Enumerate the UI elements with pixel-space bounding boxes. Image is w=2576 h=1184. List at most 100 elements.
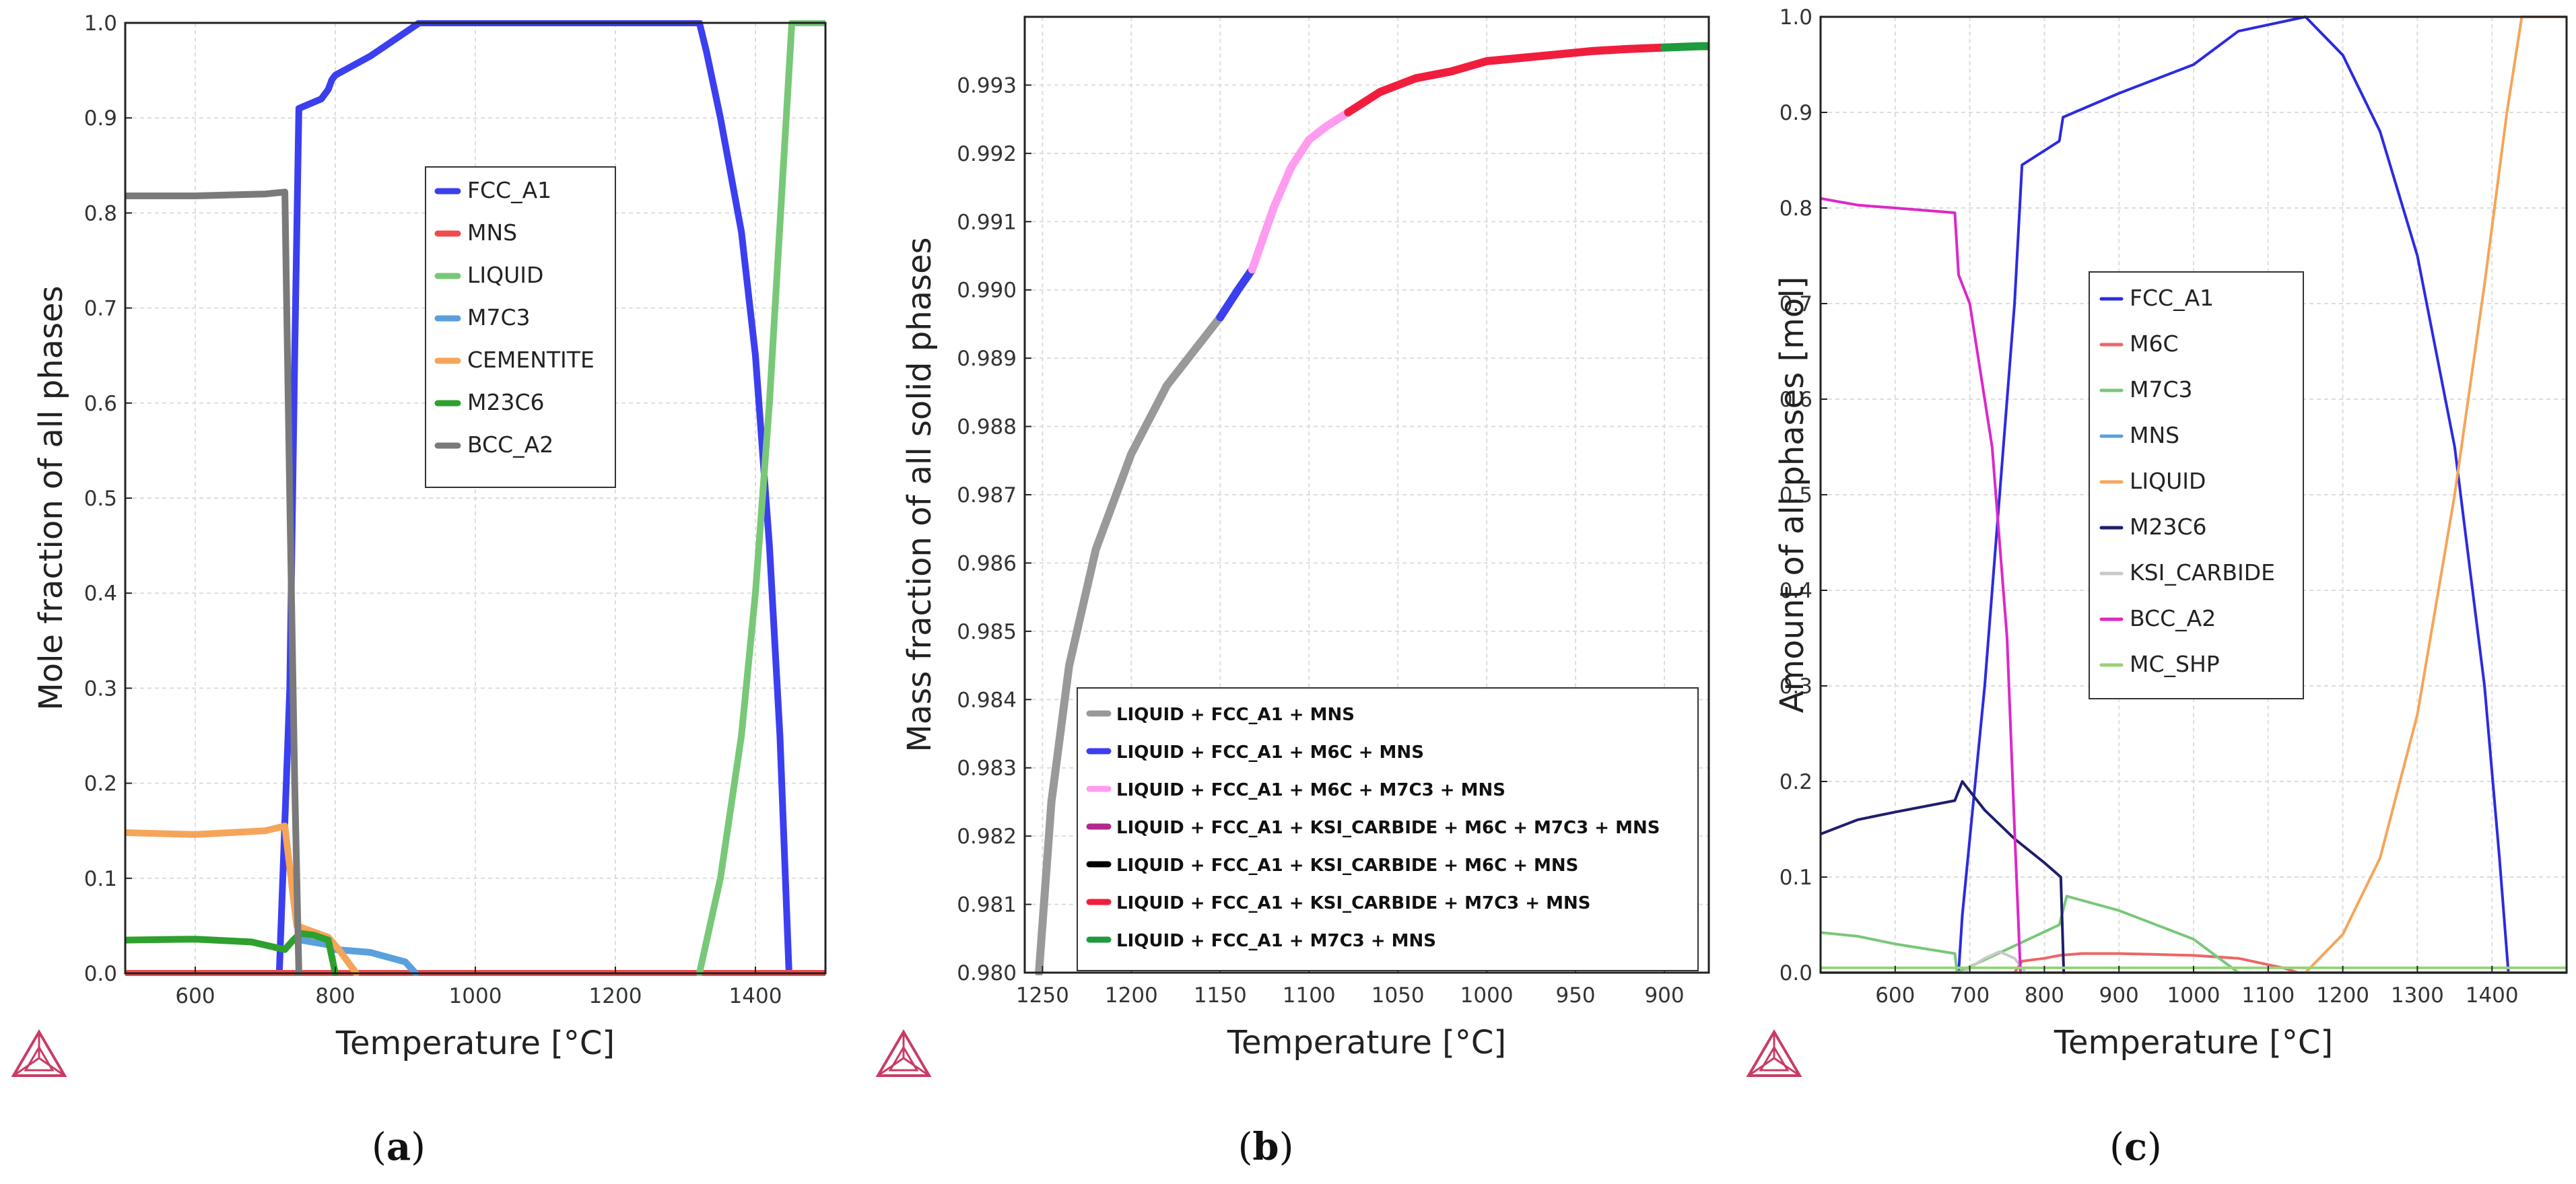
y-tick-label: 0.9 [1780, 101, 1812, 125]
series-line-m23c6 [1821, 780, 2066, 974]
triangle-logo-icon [11, 1029, 67, 1077]
y-tick-label: 0.0 [84, 962, 117, 986]
chart-a: 600 800 1000 1200 1400 0.0 0.1 0.2 0.3 0.4 0.5 0.6 0… [32, 11, 827, 1062]
y-tick-label: 0.4 [84, 582, 117, 606]
x-tick-label: 1000 [1460, 983, 1514, 1008]
series-line-bcc-a2 [125, 188, 302, 976]
legend-entry: KSI_CARBIDE [2130, 559, 2275, 586]
series-line-fcc-a1 [1957, 15, 2510, 974]
x-tick-label: 1250 [1016, 983, 1069, 1008]
logo-triangle-outer [875, 1029, 932, 1077]
y-tick-label: 0.981 [957, 893, 1017, 917]
y-tick-label: 0.980 [957, 961, 1017, 985]
x-tick-label: 1100 [1283, 983, 1336, 1008]
legend-box [425, 166, 616, 488]
logo-triangle-inner [1759, 1045, 1790, 1072]
logo-line [903, 1057, 930, 1077]
y-tick-label: 0.4 [1780, 579, 1812, 603]
y-tick-label: 0.993 [957, 73, 1017, 98]
x-tick-label: 1400 [729, 984, 782, 1008]
x-tick-label: 900 [2099, 983, 2139, 1008]
logo-triangle-inner [888, 1045, 919, 1072]
legend-entry: LIQUID + FCC_A1 + M7C3 + MNS [1116, 931, 1436, 951]
y-tick-label: 0.987 [957, 483, 1017, 508]
y-tick-label: 0.6 [84, 392, 117, 416]
series-line-m6c [2013, 952, 2300, 974]
y-tick-label: 1.0 [1780, 5, 1812, 30]
legend-entry: M23C6 [467, 389, 545, 415]
y-tick-label: 0.5 [1780, 483, 1812, 508]
y-tick-label: 0.2 [1780, 770, 1812, 794]
x-tick-label: 950 [1555, 983, 1595, 1008]
legend-entry: CEMENTITE [467, 347, 595, 373]
logo-line [13, 1057, 40, 1077]
legend-entry: MC_SHP [2130, 651, 2220, 677]
x-axis-title: Temperature [°C] [2054, 1024, 2333, 1061]
y-tick-label: 0.0 [1780, 961, 1812, 985]
y-tick-label: 0.1 [84, 867, 117, 891]
series-line-liquid-fcc-a1-m7c3-mns [1660, 42, 1709, 52]
x-tick-label: 1000 [449, 984, 502, 1008]
y-tick-label: 0.991 [957, 210, 1017, 234]
series-line-m7c3 [297, 936, 419, 976]
legend-entry: M6C [2130, 330, 2179, 357]
legend-entry: LIQUID + FCC_A1 + KSI_CARBIDE + M7C3 + M… [1116, 893, 1591, 913]
caption-a: (a) [372, 1125, 426, 1169]
series-line-fcc-a1 [125, 20, 792, 976]
triangle-logo-icon [875, 1029, 932, 1077]
legend-entry: LIQUID [467, 262, 543, 288]
legend-entry: LIQUID + FCC_A1 + MNS [1116, 705, 1355, 725]
logo-triangle-outer [11, 1029, 67, 1077]
x-tick-label: 1400 [2466, 983, 2519, 1008]
legend-entry: M23C6 [2130, 514, 2207, 540]
x-axis-title: Temperature [°C] [1227, 1024, 1506, 1061]
y-tick-label: 0.3 [84, 676, 117, 701]
y-tick-label: 0.982 [957, 825, 1017, 849]
y-tick-label: 0.984 [957, 688, 1017, 712]
x-tick-label: 1200 [589, 984, 642, 1008]
chart-b: 1250 1200 1150 1100 1050 1000 950 900 0.980 0.981… [901, 15, 1710, 1061]
legend-entry: BCC_A2 [2130, 605, 2216, 631]
logo-line [1748, 1057, 1775, 1077]
legend-entry: MNS [467, 219, 517, 246]
y-tick-label: 0.8 [1780, 197, 1812, 221]
y-tick-label: 0.992 [957, 142, 1017, 166]
legend-entry: BCC_A2 [467, 431, 553, 458]
x-tick-label: 1150 [1194, 983, 1247, 1008]
y-axis-title: Mass fraction of all solid phases [901, 237, 939, 752]
x-tick-label: 600 [1875, 983, 1915, 1008]
y-axis-title: Amount of all phases [mol] [1773, 277, 1811, 713]
logo-triangle-outer [1746, 1029, 1802, 1077]
caption-b: (b) [1238, 1125, 1294, 1169]
legend-box [1077, 687, 1699, 971]
legend-box [2089, 271, 2304, 699]
series-line-cementite [125, 823, 360, 976]
series-line-liquid-fcc-a1-m6c-mns [1216, 265, 1256, 322]
legend-entry: MNS [2130, 422, 2179, 448]
y-tick-label: 0.2 [84, 772, 117, 796]
series-line-liquid [2304, 15, 2567, 974]
y-tick-label: 0.1 [1780, 866, 1812, 890]
x-tick-label: 600 [175, 984, 215, 1008]
series-line-liquid-fcc-a1-mns [1035, 313, 1225, 975]
logo-line [1773, 1057, 1800, 1077]
y-tick-label: 0.3 [1780, 674, 1812, 699]
x-tick-label: 800 [2025, 983, 2064, 1008]
legend-entry: FCC_A1 [467, 177, 551, 203]
y-axis-title: Mole fraction of all phases [32, 285, 70, 710]
legend: FCC_A1 MNS LIQUID M7C3 CEMENTITE M23C6 BCC_A2 [425, 166, 616, 488]
x-tick-label: 1300 [2391, 983, 2444, 1008]
y-tick-label: 0.983 [957, 757, 1017, 781]
series-line-liquid-fcc-a1-m6c-m7c3-mns [1248, 108, 1353, 274]
triangle-logo-icon [1746, 1029, 1802, 1077]
series-line-m7c3 [1821, 895, 2240, 974]
legend-entry: LIQUID + FCC_A1 + M6C + MNS [1116, 742, 1424, 763]
caption-c: (c) [2109, 1125, 2162, 1169]
logo-triangle-inner [24, 1045, 55, 1072]
series-line-ksi-carbide [1961, 950, 2027, 974]
y-tick-label: 0.990 [957, 279, 1017, 303]
legend-entry: LIQUID + FCC_A1 + M6C + M7C3 + MNS [1116, 780, 1505, 800]
x-tick-label: 1050 [1371, 983, 1425, 1008]
y-tick-label: 0.7 [1780, 292, 1812, 316]
